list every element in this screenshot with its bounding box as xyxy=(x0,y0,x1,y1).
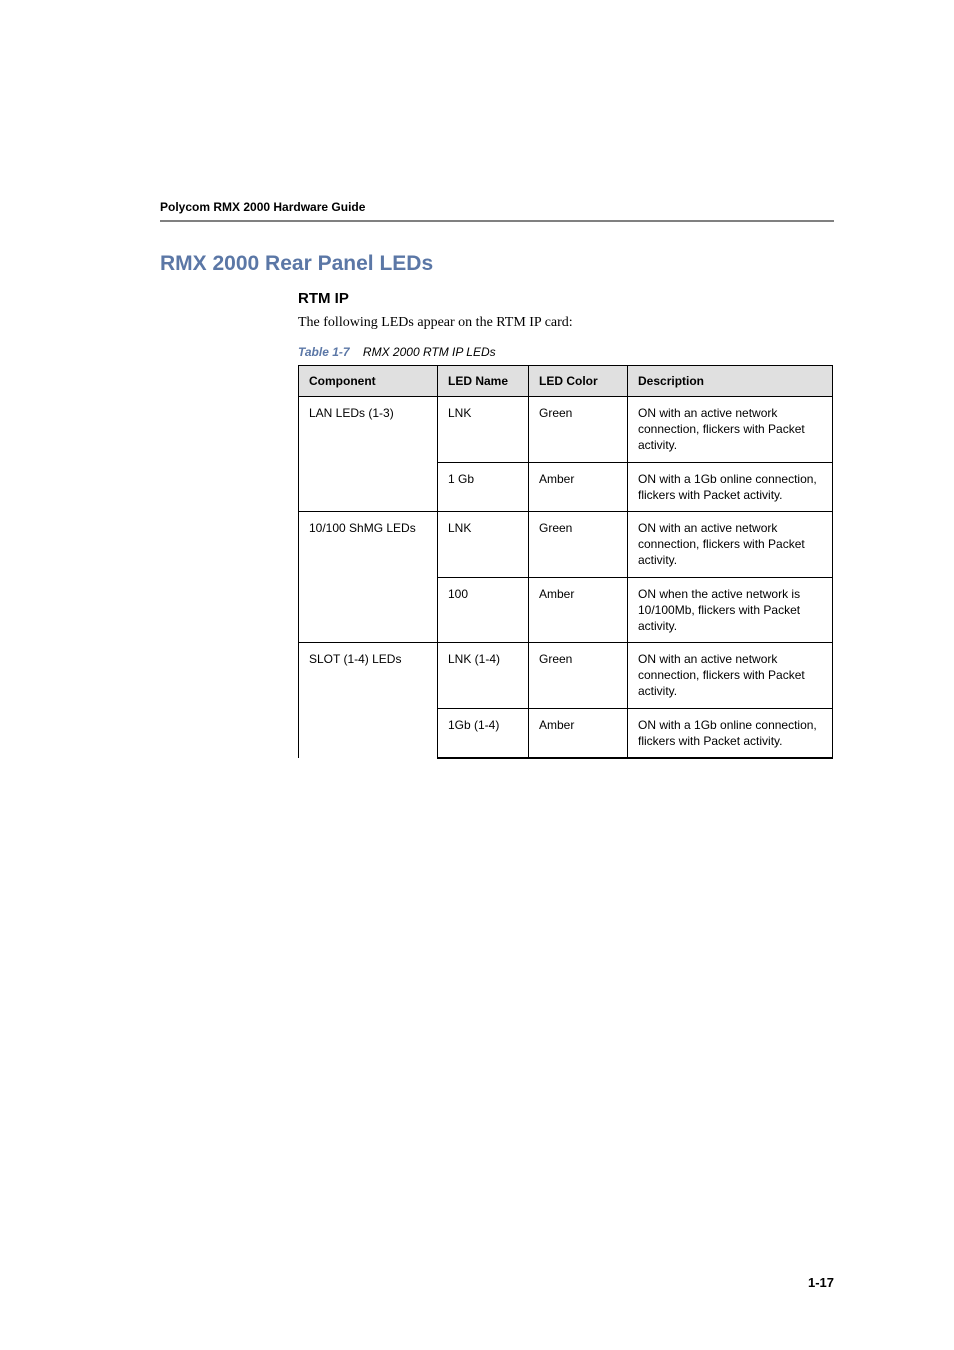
led-table: Component LED Name LED Color Description… xyxy=(298,365,833,759)
table-caption-label: Table 1-7 xyxy=(298,345,350,359)
cell-component: LAN LEDs (1-3) xyxy=(299,397,438,512)
cell-led-color: Amber xyxy=(529,708,628,758)
col-header-led-color: LED Color xyxy=(529,366,628,397)
col-header-description: Description xyxy=(628,366,833,397)
page-number: 1-17 xyxy=(808,1275,834,1290)
cell-led-color: Green xyxy=(529,397,628,463)
cell-description: ON with a 1Gb online connection, flicker… xyxy=(628,708,833,758)
cell-led-name: LNK xyxy=(438,511,529,577)
cell-led-name: 100 xyxy=(438,577,529,643)
section-heading-h3: RTM IP xyxy=(298,290,834,307)
table-row: LAN LEDs (1-3) LNK Green ON with an acti… xyxy=(299,397,833,463)
col-header-led-name: LED Name xyxy=(438,366,529,397)
intro-paragraph: The following LEDs appear on the RTM IP … xyxy=(298,315,834,331)
table-row: 10/100 ShMG LEDs LNK Green ON with an ac… xyxy=(299,511,833,577)
page: Polycom RMX 2000 Hardware Guide RMX 2000… xyxy=(0,0,954,1350)
cell-description: ON when the active network is 10/100Mb, … xyxy=(628,577,833,643)
cell-component: 10/100 ShMG LEDs xyxy=(299,511,438,642)
cell-description: ON with an active network connection, fl… xyxy=(628,511,833,577)
section-heading-h2: RMX 2000 Rear Panel LEDs xyxy=(160,252,834,276)
table-caption: Table 1-7 RMX 2000 RTM IP LEDs xyxy=(298,345,834,359)
cell-led-name: LNK xyxy=(438,397,529,463)
col-header-component: Component xyxy=(299,366,438,397)
running-head: Polycom RMX 2000 Hardware Guide xyxy=(160,200,834,214)
header-rule xyxy=(160,220,834,222)
table-header-row: Component LED Name LED Color Description xyxy=(299,366,833,397)
cell-led-color: Green xyxy=(529,643,628,709)
cell-component: SLOT (1-4) LEDs xyxy=(299,643,438,758)
cell-led-name: LNK (1-4) xyxy=(438,643,529,709)
cell-description: ON with an active network connection, fl… xyxy=(628,643,833,709)
cell-description: ON with a 1Gb online connection, flicker… xyxy=(628,462,833,511)
cell-led-color: Green xyxy=(529,511,628,577)
cell-led-color: Amber xyxy=(529,577,628,643)
table-row: SLOT (1-4) LEDs LNK (1-4) Green ON with … xyxy=(299,643,833,709)
cell-led-color: Amber xyxy=(529,462,628,511)
cell-description: ON with an active network connection, fl… xyxy=(628,397,833,463)
table-caption-text: RMX 2000 RTM IP LEDs xyxy=(363,345,496,359)
cell-led-name: 1 Gb xyxy=(438,462,529,511)
cell-led-name: 1Gb (1-4) xyxy=(438,708,529,758)
